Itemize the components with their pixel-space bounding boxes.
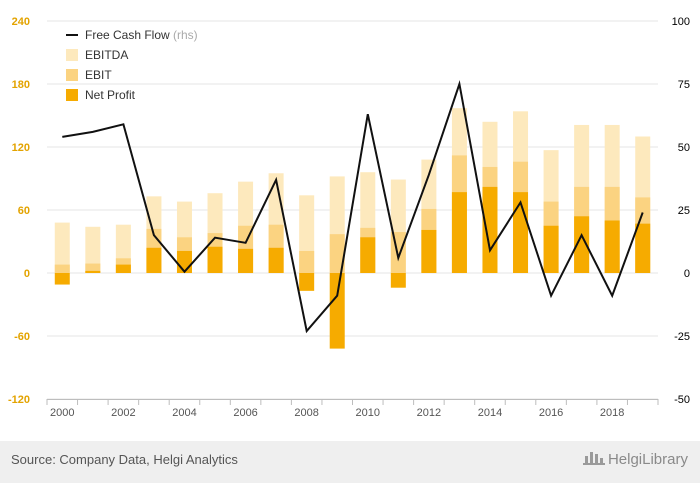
bar-net-profit [176,250,192,273]
bar-net-profit [390,273,406,288]
bars [54,108,651,349]
legend-marker-square [66,89,78,101]
bar-net-profit [635,223,651,273]
logo-text: HelgiLibrary [607,451,688,468]
x-tick-label: 2002 [111,407,135,419]
axes: 2000 2002 2004 2006 2008 2010 2012 2014 2016 2018… [8,16,690,419]
bar-net-profit [207,246,223,273]
bar-net-profit [604,220,620,273]
bar-net-profit [85,270,101,273]
y-left-tick-label: 120 [12,142,30,154]
bar-net-profit [299,273,315,291]
y-left-tick-label: 180 [12,79,30,91]
y-right-tick-label: -50 [674,394,690,406]
y-right-tick-label: 100 [672,16,690,28]
bar-ebit [390,232,406,273]
x-tick-label: 2010 [356,407,380,419]
bar-net-profit [543,225,559,273]
bar-net-profit [360,237,376,273]
bar-ebit [54,264,70,273]
library-icon [582,450,605,465]
x-tick-label: 2012 [417,407,441,419]
footer: Source: Company Data, Helgi Analytics He… [0,441,700,483]
x-tick-label: 2014 [478,407,502,419]
x-tick-label: 2016 [539,407,563,419]
bar-net-profit [146,247,162,273]
y-left-tick-label: -60 [14,331,30,343]
chart: 2000 2002 2004 2006 2008 2010 2012 2014 2016 2018… [8,16,690,419]
x-tick-label: 2006 [233,407,257,419]
bar-ebit [85,263,101,273]
fcf-line-path [62,80,644,334]
bar-net-profit [238,248,254,273]
helgi-library-logo[interactable]: HelgiLibrary [582,450,688,468]
legend-label: Net Profit [85,88,136,102]
fcf-line [62,80,644,334]
bar-net-profit [421,229,437,273]
y-right-tick-label: -25 [674,331,690,343]
bar-net-profit [268,247,284,273]
legend: Free Cash Flow (rhs) EBITDA EBIT Net Profit [66,28,198,102]
y-right-tick-label: 0 [684,268,690,280]
x-tick-label: 2004 [172,407,196,419]
x-tick-label: 2008 [294,407,318,419]
source-text: Source: Company Data, Helgi Analytics [11,452,238,467]
y-right-tick-label: 50 [678,142,690,154]
bar-net-profit [451,192,467,273]
bar-ebitda [54,222,70,273]
bar-ebitda [85,226,101,273]
y-right-tick-label: 25 [678,205,690,217]
bar-net-profit [54,273,70,285]
bar-ebit [299,250,315,273]
y-left-tick-label: 0 [24,268,30,280]
legend-suffix: (rhs) [173,28,198,42]
x-tick-label: 2000 [50,407,74,419]
legend-marker-square [66,49,78,61]
legend-label: Free Cash Flow [85,28,170,42]
y-left-tick-label: 60 [18,205,30,217]
legend-marker-square [66,69,78,81]
bar-ebit [329,234,345,273]
y-left-tick-label: 240 [12,16,30,28]
bar-net-profit [115,264,131,273]
bar-net-profit [574,216,590,273]
bar-net-profit [329,273,345,349]
y-right-tick-label: 75 [678,79,690,91]
bar-net-profit [482,186,498,273]
x-tick-label: 2018 [600,407,624,419]
legend-label: EBITDA [85,48,128,62]
legend-label: EBIT [85,68,112,82]
y-left-tick-label: -120 [8,394,30,406]
